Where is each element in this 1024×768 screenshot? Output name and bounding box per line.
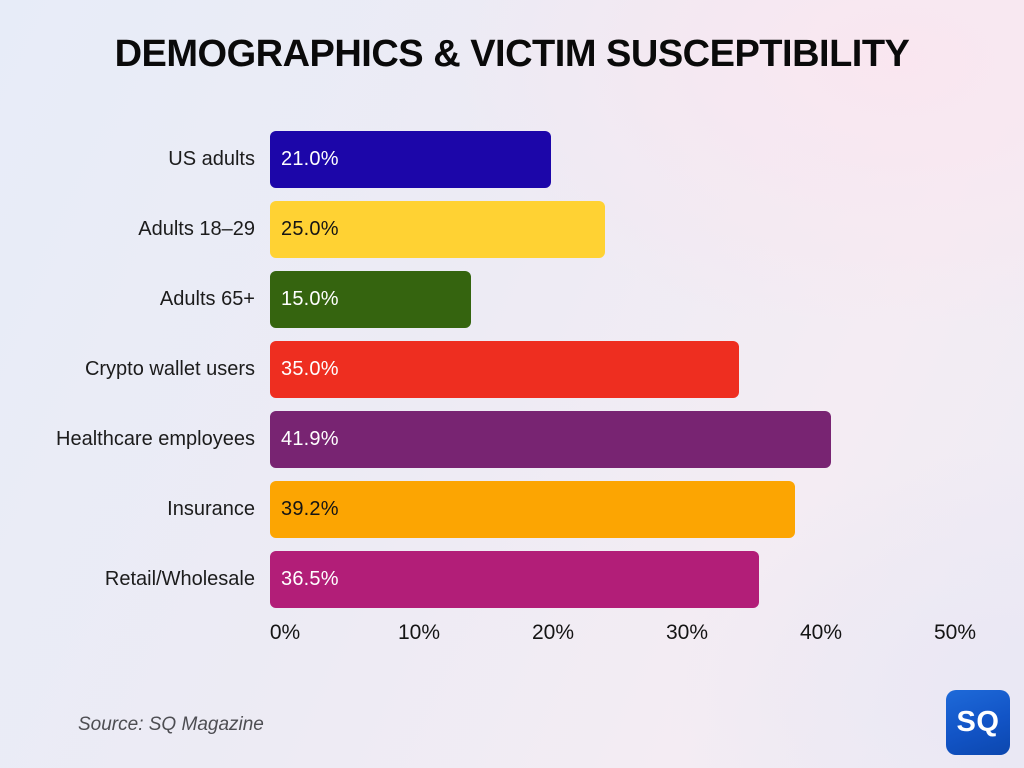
bar: 21.0% [270, 131, 552, 188]
category-label: Crypto wallet users [84, 358, 255, 380]
bar: 25.0% [270, 201, 605, 258]
x-axis-tick-label: 20% [531, 621, 575, 644]
chart-title: DEMOGRAPHICS & VICTIM SUSCEPTIBILITY [114, 33, 910, 75]
bar-chart: US adults 21.0% Adults 18–29 25.0% Adult… [0, 131, 1024, 621]
bar-row: Healthcare employees 41.9% [0, 411, 1024, 468]
bar: 39.2% [270, 481, 796, 538]
bar-track: 41.9% [270, 411, 940, 468]
bar: 41.9% [270, 411, 832, 468]
source-caption: Source: SQ Magazine [78, 714, 264, 735]
x-axis-tick-label: 30% [665, 621, 709, 644]
bar-row: Adults 18–29 25.0% [0, 201, 1024, 258]
sq-logo-text: SQ [956, 706, 1000, 738]
x-axis-tick-label: 10% [397, 621, 441, 644]
value-label: 15.0% [281, 288, 339, 310]
x-axis-tick-label: 50% [933, 621, 977, 644]
bar: 35.0% [270, 341, 739, 398]
value-label: 39.2% [281, 498, 339, 520]
bar-row: Insurance 39.2% [0, 481, 1024, 538]
x-axis: 0% 10% 20% 30% 40% 50% [270, 621, 976, 647]
x-axis-tick-label: 40% [799, 621, 843, 644]
value-label: 36.5% [281, 568, 339, 590]
bar-track: 15.0% [270, 271, 940, 328]
bar: 36.5% [270, 551, 760, 608]
category-label: Retail/Wholesale [104, 568, 255, 590]
bar-track: 36.5% [270, 551, 940, 608]
bar-track: 39.2% [270, 481, 940, 538]
bar-track: 25.0% [270, 201, 940, 258]
category-label: Insurance [167, 498, 255, 520]
category-label: Healthcare employees [56, 428, 255, 450]
category-label: US adults [168, 148, 255, 170]
bar-row: Crypto wallet users 35.0% [0, 341, 1024, 398]
bar-track: 21.0% [270, 131, 940, 188]
category-label: Adults 18–29 [138, 218, 255, 240]
category-label: Adults 65+ [159, 288, 255, 310]
value-label: 21.0% [281, 148, 339, 170]
bar-row: Adults 65+ 15.0% [0, 271, 1024, 328]
bar-track: 35.0% [270, 341, 940, 398]
value-label: 41.9% [281, 428, 339, 450]
bar: 15.0% [270, 271, 471, 328]
bar-row: Retail/Wholesale 36.5% [0, 551, 1024, 608]
value-label: 25.0% [281, 218, 339, 240]
x-axis-tick-label: 0% [269, 621, 301, 644]
value-label: 35.0% [281, 358, 339, 380]
sq-magazine-logo: SQ [946, 690, 1010, 755]
bar-row: US adults 21.0% [0, 131, 1024, 188]
